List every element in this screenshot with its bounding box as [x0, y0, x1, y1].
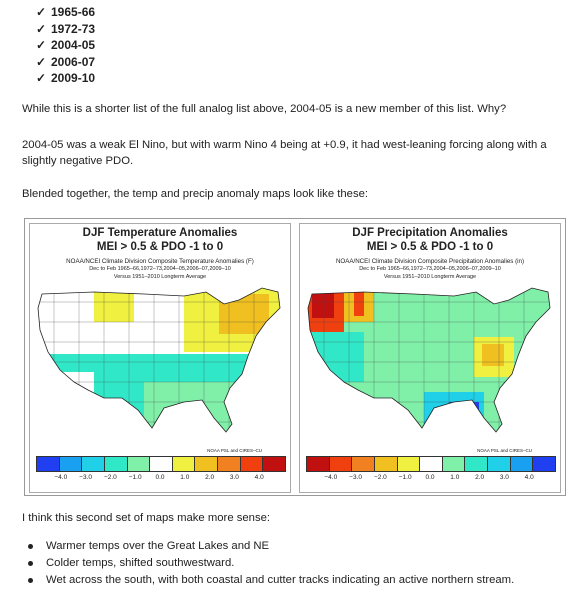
precipitation-anomaly-map: DJF Precipitation Anomalies MEI > 0.5 & …	[299, 223, 561, 493]
precipitation-color-scale	[306, 456, 556, 472]
scale-swatch	[488, 457, 511, 471]
list-item: ✓ 2004-05	[36, 37, 95, 54]
scale-swatch	[195, 457, 219, 471]
scale-tick-label: −3.0	[349, 474, 363, 481]
us-precipitation-map-graphic	[307, 287, 551, 433]
list-item: Wet across the south, with both coastal …	[27, 572, 514, 589]
scale-tick-label: 4.0	[524, 474, 534, 481]
list-item: ✓ 2009-10	[36, 70, 95, 87]
scale-swatch	[59, 457, 83, 471]
paragraph-2004-explanation: 2004-05 was a weak El Nino, but with war…	[22, 139, 547, 167]
scale-tick-label: 1.0	[180, 474, 190, 481]
season-label: 1965-66	[51, 5, 96, 19]
scale-tick-label: −4.0	[54, 474, 68, 481]
scale-swatch	[150, 457, 173, 471]
list-item: Warmer temps over the Great Lakes and NE	[27, 538, 514, 555]
checkmark-icon: ✓	[36, 38, 47, 53]
anomaly-maps-figure: DJF Temperature Anomalies MEI > 0.5 & PD…	[24, 218, 566, 496]
scale-tick-label: 3.0	[229, 474, 239, 481]
season-label: 2009-10	[51, 71, 96, 86]
scale-tick-label: −2.0	[373, 474, 387, 481]
season-label: 1972-73	[51, 21, 96, 36]
map-description: NOAA/NCEI Climate Division Composite Pre…	[335, 258, 525, 265]
scale-swatch	[533, 457, 556, 471]
scale-swatch	[127, 457, 151, 471]
map-subtitle: MEI > 0.5 & PDO -1 to 0	[96, 241, 224, 253]
scale-tick-label: 0.0	[425, 474, 435, 481]
scale-swatch	[397, 457, 421, 471]
scale-tick-label: 4.0	[254, 474, 264, 481]
map-credit: NOAA PSL and CIRES–CU	[207, 448, 262, 453]
paragraph-conclusion-intro: I think this second set of maps make mor…	[22, 512, 271, 524]
scale-swatch	[104, 457, 128, 471]
scale-swatch	[37, 457, 60, 471]
precipitation-scale-ticks: −4.0 −3.0 −2.0 −1.0 0.0 1.0 2.0 3.0 4.0	[306, 474, 554, 484]
scale-tick-label: 0.0	[155, 474, 165, 481]
scale-swatch	[420, 457, 443, 471]
map-period: Dec to Feb 1965–66,1972–73,2004–05,2006–…	[359, 266, 501, 272]
checkmark-icon: ✓	[36, 54, 47, 69]
scale-tick-label: 1.0	[450, 474, 460, 481]
map-baseline: Versus 1951–2010 Longterm Average	[113, 274, 207, 280]
scale-swatch	[307, 457, 330, 471]
temperature-scale-ticks: −4.0 −3.0 −2.0 −1.0 0.0 1.0 2.0 3.0 4.0	[36, 474, 284, 484]
list-item: ✓ 2006-07	[36, 54, 95, 71]
scale-swatch	[82, 457, 105, 471]
map-baseline: Versus 1951–2010 Longterm Average	[383, 274, 477, 280]
list-item: ✓ 1972-73	[36, 21, 95, 38]
scale-swatch	[510, 457, 534, 471]
temperature-color-scale	[36, 456, 286, 472]
analog-season-list: ✓ 1965-66 ✓ 1972-73 ✓ 2004-05 ✓ 2006-07 ✓ 200…	[36, 4, 95, 87]
map-credit: NOAA PSL and CIRES–CU	[477, 448, 532, 453]
us-temperature-map-graphic	[37, 287, 281, 433]
scale-tick-label: −1.0	[398, 474, 412, 481]
checkmark-icon: ✓	[36, 71, 47, 86]
map-description: NOAA/NCEI Climate Division Composite Tem…	[66, 258, 254, 265]
map-title: DJF Temperature Anomalies	[82, 227, 238, 239]
scale-swatch	[329, 457, 353, 471]
scale-swatch	[352, 457, 375, 471]
scale-tick-label: 2.0	[205, 474, 215, 481]
list-item: ✓ 1965-66	[36, 4, 95, 21]
scale-tick-label: −3.0	[79, 474, 93, 481]
scale-swatch	[218, 457, 241, 471]
map-subtitle: MEI > 0.5 & PDO -1 to 0	[366, 241, 494, 253]
map-title: DJF Precipitation Anomalies	[352, 227, 508, 239]
paragraph-analog-note: While this is a shorter list of the full…	[22, 103, 507, 115]
paragraph-blended-intro: Blended together, the temp and precip an…	[22, 188, 369, 200]
list-item: Colder temps, shifted southwestward.	[27, 555, 514, 572]
scale-swatch	[172, 457, 196, 471]
checkmark-icon: ✓	[36, 21, 47, 36]
scale-swatch	[240, 457, 264, 471]
scale-tick-label: −4.0	[324, 474, 338, 481]
scale-swatch	[263, 457, 286, 471]
temperature-anomaly-map: DJF Temperature Anomalies MEI > 0.5 & PD…	[29, 223, 291, 493]
scale-tick-label: 2.0	[475, 474, 485, 481]
season-label: 2004-05	[51, 38, 96, 53]
scale-swatch	[374, 457, 398, 471]
map-period: Dec to Feb 1965–66,1972–73,2004–05,2006–…	[89, 266, 231, 272]
scale-swatch	[442, 457, 466, 471]
checkmark-icon: ✓	[36, 5, 47, 19]
scale-tick-label: 3.0	[499, 474, 509, 481]
scale-swatch	[465, 457, 489, 471]
scale-tick-label: −2.0	[103, 474, 117, 481]
season-label: 2006-07	[51, 54, 96, 69]
scale-tick-label: −1.0	[128, 474, 142, 481]
conclusion-bullets: Warmer temps over the Great Lakes and NE…	[27, 538, 514, 589]
